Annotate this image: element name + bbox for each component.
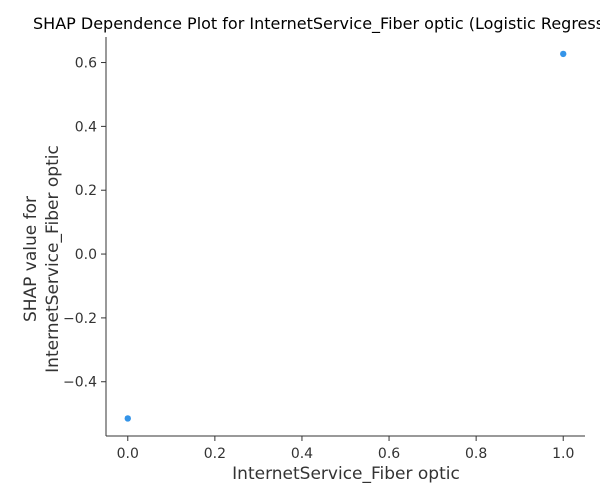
axes-group bbox=[105, 37, 585, 437]
x-tick-label: 0.2 bbox=[204, 446, 226, 462]
scatter-point bbox=[124, 415, 131, 422]
y-tick-label: 0.4 bbox=[75, 119, 97, 135]
points-group bbox=[124, 50, 567, 422]
x-tick-label: 0.8 bbox=[465, 446, 487, 462]
y-tick-label: 0.6 bbox=[75, 56, 97, 72]
y-tick-label: −0.4 bbox=[63, 375, 97, 391]
x-tick-label: 0.6 bbox=[378, 446, 400, 462]
x-tick-label: 0.4 bbox=[291, 446, 313, 462]
y-tick-label: −0.2 bbox=[63, 311, 97, 327]
x-axis-label: InternetService_Fiber optic bbox=[232, 464, 460, 484]
y-tick-label: 0.2 bbox=[75, 183, 97, 199]
x-tick-label: 0.0 bbox=[117, 446, 139, 462]
scatter-point bbox=[560, 50, 567, 58]
y-tick-label: 0.0 bbox=[75, 247, 97, 263]
x-tick-label: 1.0 bbox=[552, 446, 574, 462]
ticks-group: 0.0 0.2 0.4 0.6 0.8 1.0 −0.4 −0.2 0.0 0.2 0.4 0.6 bbox=[63, 56, 574, 462]
chart-title: SHAP Dependence Plot for InternetService… bbox=[33, 14, 600, 33]
